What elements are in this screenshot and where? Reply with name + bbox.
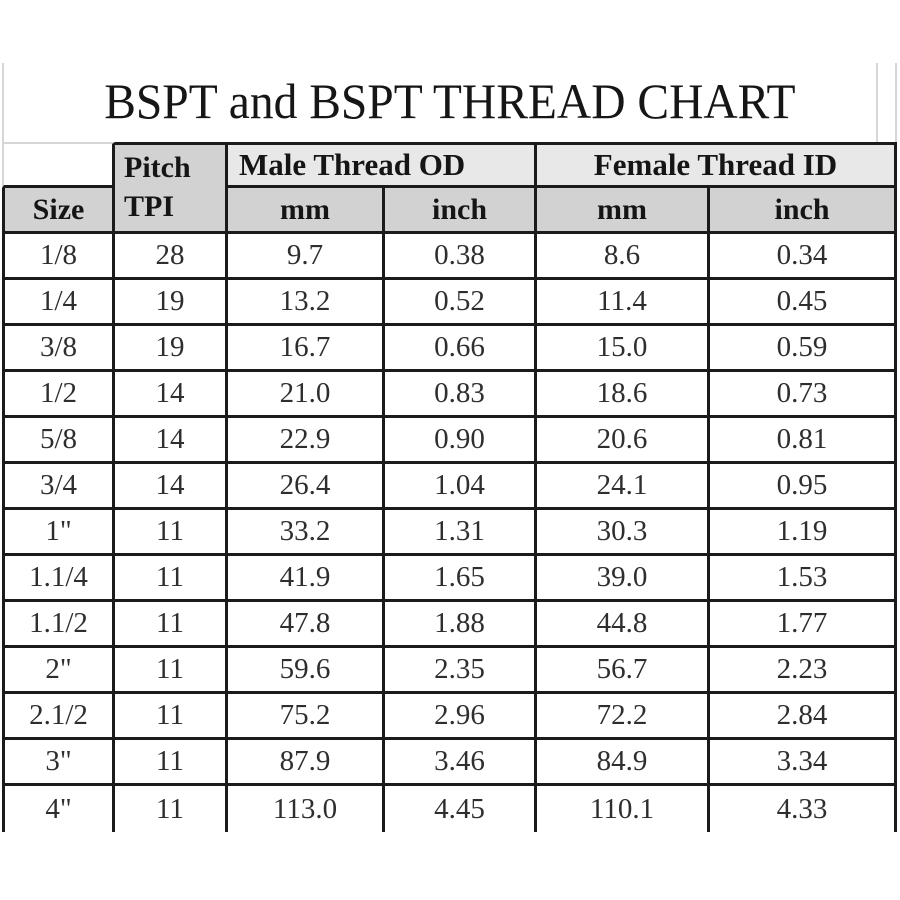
table-cell-size: 3/4	[2, 464, 115, 510]
table-cell-size: 3"	[2, 740, 115, 786]
table-cell-male-od-inch: 1.31	[385, 510, 537, 556]
table-cell-female-id-mm: 56.7	[537, 648, 710, 694]
table-cell-female-id-inch: 2.84	[710, 694, 897, 740]
table-cell-female-id-mm: 39.0	[537, 556, 710, 602]
table-cell-male-od-mm: 41.9	[228, 556, 385, 602]
table-cell-male-od-mm: 113.0	[228, 786, 385, 832]
table-cell-female-id-mm: 18.6	[537, 372, 710, 418]
table-cell-female-id-inch: 0.45	[710, 280, 897, 326]
table-cell-female-id-mm: 30.3	[537, 510, 710, 556]
table-cell-male-od-mm: 75.2	[228, 694, 385, 740]
header-tpi-label: TPI	[124, 189, 175, 223]
table-cell-female-id-inch: 0.81	[710, 418, 897, 464]
table-cell-male-od-mm: 33.2	[228, 510, 385, 556]
thread-table: Pitch TPI Male Thread OD Female Thread I…	[2, 142, 897, 832]
table-cell-size: 5/8	[2, 418, 115, 464]
table-cell-female-id-inch: 1.77	[710, 602, 897, 648]
table-cell-size: 1/8	[2, 234, 115, 280]
table-cell-male-od-inch: 1.65	[385, 556, 537, 602]
table-cell-female-id-inch: 0.59	[710, 326, 897, 372]
table-cell-male-od-mm: 9.7	[228, 234, 385, 280]
table-cell-male-od-inch: 2.96	[385, 694, 537, 740]
table-cell-pitch-tpi: 11	[115, 740, 228, 786]
title-band: BSPT and BSPT THREAD CHART	[2, 63, 897, 142]
table-cell-male-od-inch: 0.38	[385, 234, 537, 280]
table-cell-male-od-inch: 4.45	[385, 786, 537, 832]
header-male-inch: inch	[385, 188, 537, 234]
table-cell-female-id-mm: 84.9	[537, 740, 710, 786]
table-cell-female-id-mm: 11.4	[537, 280, 710, 326]
table-cell-male-od-mm: 21.0	[228, 372, 385, 418]
table-cell-pitch-tpi: 11	[115, 786, 228, 832]
table-cell-male-od-inch: 0.83	[385, 372, 537, 418]
table-cell-male-od-inch: 1.88	[385, 602, 537, 648]
table-cell-male-od-inch: 0.90	[385, 418, 537, 464]
table-cell-male-od-mm: 22.9	[228, 418, 385, 464]
table-cell-size: 1/2	[2, 372, 115, 418]
table-cell-size: 2"	[2, 648, 115, 694]
table-cell-size: 1.1/4	[2, 556, 115, 602]
table-cell-female-id-inch: 1.19	[710, 510, 897, 556]
header-size: Size	[2, 188, 115, 234]
table-cell-pitch-tpi: 11	[115, 510, 228, 556]
table-cell-female-id-inch: 3.34	[710, 740, 897, 786]
header-male-thread-od: Male Thread OD	[228, 142, 537, 188]
header-female-inch: inch	[710, 188, 897, 234]
table-cell-pitch-tpi: 11	[115, 602, 228, 648]
header-pitch-label: Pitch	[124, 150, 191, 184]
table-cell-male-od-mm: 13.2	[228, 280, 385, 326]
table-cell-size: 4"	[2, 786, 115, 832]
page-title: BSPT and BSPT THREAD CHART	[103, 72, 796, 129]
table-cell-female-id-inch: 4.33	[710, 786, 897, 832]
empty-corner-cell	[2, 142, 115, 188]
table-cell-size: 1/4	[2, 280, 115, 326]
table-cell-female-id-mm: 24.1	[537, 464, 710, 510]
table-cell-pitch-tpi: 19	[115, 280, 228, 326]
table-cell-size: 2.1/2	[2, 694, 115, 740]
table-cell-male-od-mm: 16.7	[228, 326, 385, 372]
table-cell-pitch-tpi: 28	[115, 234, 228, 280]
table-cell-female-id-mm: 72.2	[537, 694, 710, 740]
table-cell-pitch-tpi: 11	[115, 648, 228, 694]
table-cell-pitch-tpi: 14	[115, 418, 228, 464]
table-cell-pitch-tpi: 11	[115, 694, 228, 740]
table-cell-female-id-mm: 110.1	[537, 786, 710, 832]
table-cell-male-od-mm: 47.8	[228, 602, 385, 648]
header-female-mm: mm	[537, 188, 710, 234]
table-cell-female-id-mm: 15.0	[537, 326, 710, 372]
table-cell-male-od-inch: 0.66	[385, 326, 537, 372]
table-cell-male-od-inch: 1.04	[385, 464, 537, 510]
table-cell-male-od-inch: 0.52	[385, 280, 537, 326]
header-male-mm: mm	[228, 188, 385, 234]
table-cell-female-id-inch: 0.73	[710, 372, 897, 418]
table-cell-size: 1.1/2	[2, 602, 115, 648]
table-cell-male-od-mm: 87.9	[228, 740, 385, 786]
table-cell-size: 1"	[2, 510, 115, 556]
table-cell-female-id-mm: 8.6	[537, 234, 710, 280]
table-cell-female-id-inch: 0.95	[710, 464, 897, 510]
table-cell-female-id-inch: 2.23	[710, 648, 897, 694]
table-cell-pitch-tpi: 14	[115, 372, 228, 418]
table-cell-female-id-inch: 1.53	[710, 556, 897, 602]
table-cell-pitch-tpi: 19	[115, 326, 228, 372]
table-cell-male-od-mm: 59.6	[228, 648, 385, 694]
table-cell-male-od-inch: 2.35	[385, 648, 537, 694]
table-cell-male-od-inch: 3.46	[385, 740, 537, 786]
header-female-thread-id: Female Thread ID	[537, 142, 897, 188]
divider-line	[876, 63, 878, 142]
table-cell-female-id-mm: 20.6	[537, 418, 710, 464]
table-cell-pitch-tpi: 14	[115, 464, 228, 510]
table-cell-pitch-tpi: 11	[115, 556, 228, 602]
table-cell-female-id-mm: 44.8	[537, 602, 710, 648]
table-cell-male-od-mm: 26.4	[228, 464, 385, 510]
header-pitch-tpi: Pitch TPI	[115, 142, 228, 234]
table-cell-size: 3/8	[2, 326, 115, 372]
table-cell-female-id-inch: 0.34	[710, 234, 897, 280]
